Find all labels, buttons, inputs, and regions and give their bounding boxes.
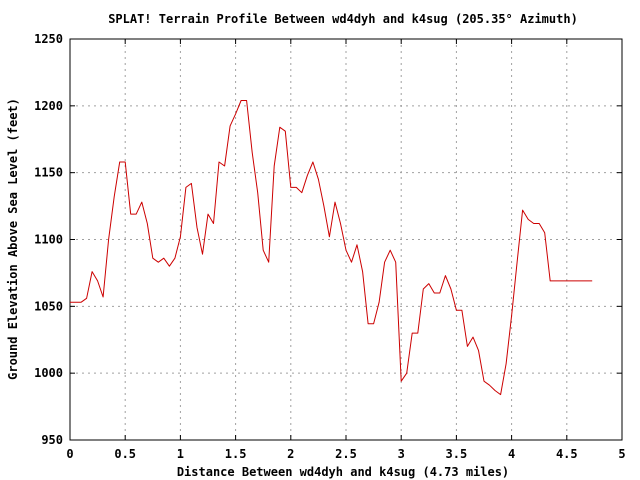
x-tick-label: 1	[177, 447, 184, 461]
x-axis-ticks: 0 0.5 1 1.5 2 2.5 3 3.5 4 4.5 5	[66, 39, 626, 461]
x-tick-label: 3	[398, 447, 405, 461]
x-tick-label: 4.5	[556, 447, 578, 461]
y-axis-label: Ground Elevation Above Sea Level (feet)	[6, 98, 20, 380]
x-tick-label: 5	[618, 447, 625, 461]
x-tick-label: 1.5	[225, 447, 247, 461]
x-tick-label: 0.5	[114, 447, 136, 461]
x-tick-label: 3.5	[446, 447, 468, 461]
y-axis-ticks: 950 1000 1050 1100 1150 1200 1250	[34, 32, 622, 447]
y-tick-label: 1250	[34, 32, 63, 46]
x-tick-label: 2.5	[335, 447, 357, 461]
grid-lines	[70, 39, 622, 440]
x-axis-label: Distance Between wd4dyh and k4sug (4.73 …	[177, 465, 509, 479]
y-tick-label: 1150	[34, 166, 63, 180]
chart-title: SPLAT! Terrain Profile Between wd4dyh an…	[108, 12, 578, 26]
y-tick-label: 1000	[34, 366, 63, 380]
x-tick-label: 2	[287, 447, 294, 461]
terrain-profile-line	[70, 100, 593, 396]
y-tick-label: 1100	[34, 233, 63, 247]
y-tick-label: 1050	[34, 299, 63, 313]
y-tick-label: 950	[41, 433, 63, 447]
x-tick-label: 4	[508, 447, 515, 461]
y-tick-label: 1200	[34, 99, 63, 113]
series-layer	[70, 100, 593, 396]
x-tick-label: 0	[66, 447, 73, 461]
